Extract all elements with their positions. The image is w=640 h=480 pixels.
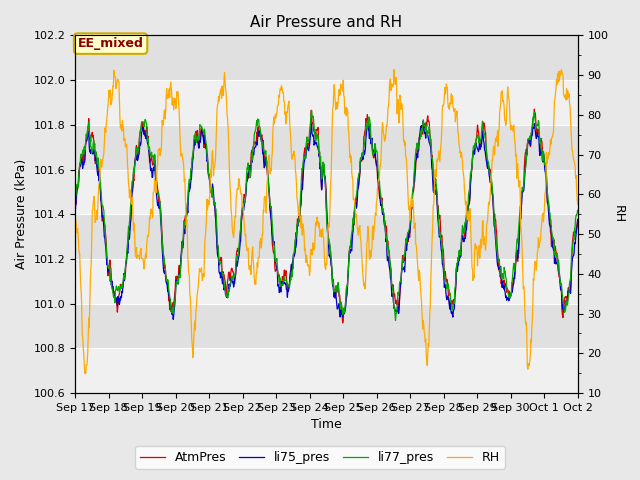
Text: EE_mixed: EE_mixed	[77, 37, 143, 50]
Bar	[75, 348, 578, 393]
AtmPres	[339, 320, 347, 326]
AtmPres	[473, 136, 481, 142]
RH	[71, 212, 79, 217]
Y-axis label: RH: RH	[612, 205, 625, 223]
RH	[574, 202, 582, 207]
RH	[390, 67, 398, 72]
li77_pres	[464, 205, 472, 211]
Line: AtmPres: AtmPres	[75, 109, 578, 323]
li77_pres	[308, 108, 316, 113]
X-axis label: Time: Time	[311, 419, 342, 432]
Line: RH: RH	[75, 70, 578, 373]
li75_pres	[464, 207, 472, 213]
Bar	[75, 80, 578, 125]
Title: Air Pressure and RH: Air Pressure and RH	[250, 15, 403, 30]
Bar	[75, 125, 578, 169]
Y-axis label: Air Pressure (kPa): Air Pressure (kPa)	[15, 159, 28, 269]
RH	[123, 145, 131, 151]
li75_pres	[574, 216, 582, 222]
li77_pres	[574, 207, 582, 213]
Line: li75_pres: li75_pres	[75, 121, 578, 319]
Legend: AtmPres, li75_pres, li77_pres, RH: AtmPres, li75_pres, li77_pres, RH	[135, 446, 505, 469]
li75_pres	[71, 212, 79, 217]
AtmPres	[463, 205, 471, 211]
Bar	[75, 304, 578, 348]
li77_pres	[123, 254, 131, 260]
li77_pres	[473, 134, 481, 140]
li77_pres	[71, 201, 79, 206]
RH	[464, 208, 472, 214]
AtmPres	[275, 273, 282, 278]
li77_pres	[417, 133, 425, 139]
AtmPres	[292, 233, 300, 239]
li77_pres	[392, 318, 399, 324]
li75_pres	[123, 257, 131, 263]
AtmPres	[123, 260, 131, 266]
AtmPres	[531, 106, 538, 112]
li75_pres	[419, 118, 427, 124]
RH	[275, 92, 283, 98]
li77_pres	[292, 231, 300, 237]
RH	[473, 244, 481, 250]
RH	[293, 195, 301, 201]
li75_pres	[170, 316, 177, 322]
li75_pres	[293, 227, 301, 233]
RH	[417, 294, 425, 300]
Line: li77_pres: li77_pres	[75, 110, 578, 321]
Bar	[75, 169, 578, 214]
Bar	[75, 36, 578, 80]
li75_pres	[275, 285, 283, 290]
li75_pres	[473, 144, 481, 150]
li75_pres	[417, 124, 424, 130]
Bar	[75, 259, 578, 304]
RH	[82, 371, 90, 376]
li77_pres	[275, 273, 282, 278]
AtmPres	[71, 206, 79, 212]
Bar	[75, 214, 578, 259]
AtmPres	[417, 123, 424, 129]
AtmPres	[574, 218, 582, 224]
